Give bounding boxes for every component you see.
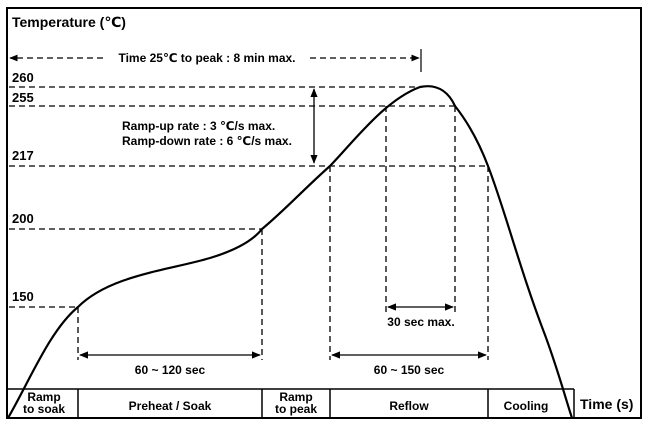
diagram-frame <box>6 7 642 419</box>
temperature-reference-lines <box>9 86 488 308</box>
ramp-down-rate-label: Ramp-down rate : 6 ℃/s max. <box>122 134 292 148</box>
time-to-peak-label: Time 25℃ to peak : 8 min max. <box>118 51 295 65</box>
temperature-axis-title: Temperature (℃) <box>12 14 126 30</box>
temp-tick-150: 150 <box>12 289 34 304</box>
temp-tick-260: 260 <box>12 70 34 85</box>
phase-preheat-soak: Preheat / Soak <box>129 399 212 413</box>
preheat-duration-label: 60 ~ 120 sec <box>135 363 206 377</box>
phase-dividers <box>77 389 575 418</box>
temp-tick-200: 200 <box>12 211 34 226</box>
phase-ramp-to-peak-line2: to peak <box>275 402 317 416</box>
phase-cooling: Cooling <box>504 399 549 413</box>
time-axis-label: Time (s) <box>580 396 633 412</box>
phase-ramp-to-peak-line1: Ramp <box>279 390 312 404</box>
phase-ramp-to-soak-line1: Ramp <box>27 390 60 404</box>
reflow-profile-curve <box>7 85 574 419</box>
phase-reflow: Reflow <box>389 399 429 413</box>
time-reference-lines <box>77 106 489 360</box>
phase-ramp-to-soak-line2: to soak <box>23 402 65 416</box>
temp-tick-255: 255 <box>12 90 34 105</box>
peak-window-label: 30 sec max. <box>387 315 454 329</box>
temp-tick-217: 217 <box>12 148 34 163</box>
ramp-up-rate-label: Ramp-up rate : 3 ℃/s max. <box>122 119 275 133</box>
above-liquidus-duration-label: 60 ~ 150 sec <box>374 363 445 377</box>
